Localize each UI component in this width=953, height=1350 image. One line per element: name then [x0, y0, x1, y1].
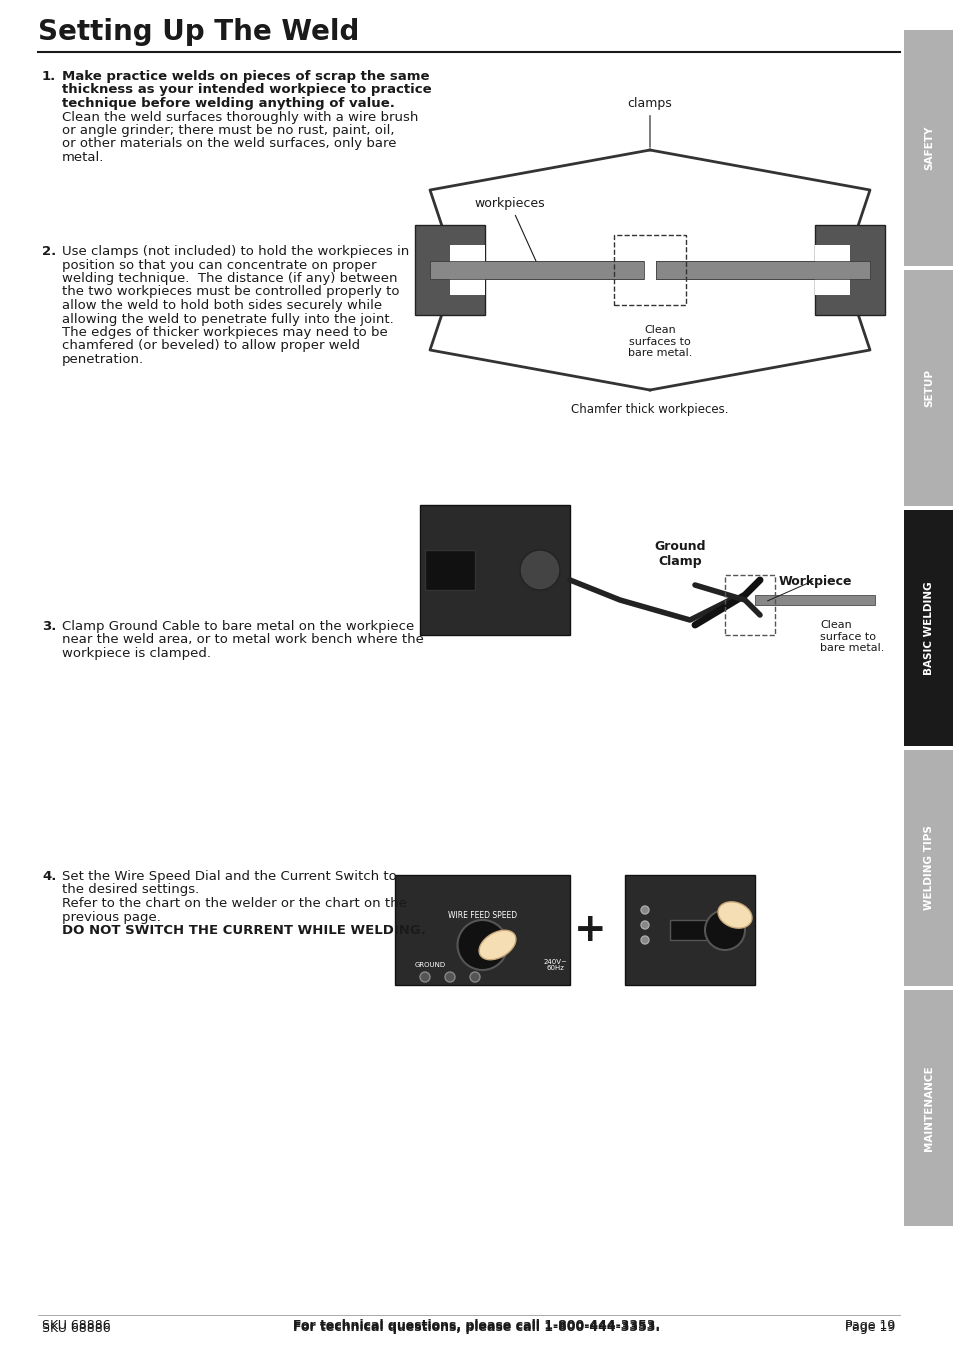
- Text: For technical questions, please call 1-800-444-3353.: For technical questions, please call 1-8…: [294, 1319, 659, 1332]
- Ellipse shape: [718, 902, 751, 929]
- Circle shape: [444, 972, 455, 981]
- Text: DO NOT SWITCH THE CURRENT WHILE WELDING.: DO NOT SWITCH THE CURRENT WHILE WELDING.: [62, 923, 425, 937]
- Circle shape: [704, 910, 744, 950]
- Text: MAINTENANCE: MAINTENANCE: [923, 1065, 933, 1150]
- Text: workpiece is clamped.: workpiece is clamped.: [62, 647, 211, 660]
- Circle shape: [470, 972, 479, 981]
- Text: SETUP: SETUP: [923, 369, 933, 406]
- Circle shape: [640, 936, 648, 944]
- Text: The edges of thicker workpieces may need to be: The edges of thicker workpieces may need…: [62, 325, 387, 339]
- Text: previous page.: previous page.: [62, 910, 161, 923]
- Text: Clamp Ground Cable to bare metal on the workpiece: Clamp Ground Cable to bare metal on the …: [62, 620, 414, 633]
- Text: SKU 68886: SKU 68886: [42, 1319, 111, 1332]
- Text: position so that you can concentrate on proper: position so that you can concentrate on …: [62, 258, 376, 271]
- Bar: [643, 259, 656, 281]
- Text: Clean
surface to
bare metal.: Clean surface to bare metal.: [820, 620, 883, 653]
- Text: BASIC WELDING: BASIC WELDING: [923, 582, 933, 675]
- Text: welding technique.  The distance (if any) between: welding technique. The distance (if any)…: [62, 271, 397, 285]
- Text: penetration.: penetration.: [62, 352, 144, 366]
- Bar: [624, 875, 754, 986]
- Text: the desired settings.: the desired settings.: [62, 883, 199, 896]
- Bar: [903, 990, 953, 1226]
- Bar: [430, 261, 869, 279]
- Text: or other materials on the weld surfaces, only bare: or other materials on the weld surfaces,…: [62, 138, 396, 150]
- Bar: [450, 244, 484, 296]
- Text: chamfered (or beveled) to allow proper weld: chamfered (or beveled) to allow proper w…: [62, 339, 359, 352]
- Circle shape: [457, 919, 507, 971]
- Text: workpieces: workpieces: [475, 197, 545, 267]
- Bar: [415, 225, 484, 315]
- Text: or angle grinder; there must be no rust, paint, oil,: or angle grinder; there must be no rust,…: [62, 124, 395, 136]
- Text: GROUND: GROUND: [415, 963, 446, 968]
- Text: 4.: 4.: [42, 869, 56, 883]
- Text: Page 19: Page 19: [843, 1319, 894, 1332]
- Bar: [419, 505, 569, 634]
- Bar: [903, 510, 953, 747]
- Text: For technical questions, please call 1-800-444-3353.: For technical questions, please call 1-8…: [294, 1322, 659, 1335]
- Text: 2.: 2.: [42, 244, 56, 258]
- Text: 1.: 1.: [42, 70, 56, 82]
- Text: metal.: metal.: [62, 151, 104, 163]
- Text: Chamfer thick workpieces.: Chamfer thick workpieces.: [571, 404, 728, 417]
- Bar: [903, 30, 953, 266]
- Ellipse shape: [478, 930, 516, 960]
- Text: Clean
surfaces to
bare metal.: Clean surfaces to bare metal.: [627, 325, 692, 358]
- Text: Ground
Clamp: Ground Clamp: [654, 540, 705, 568]
- Text: the two workpieces must be controlled properly to: the two workpieces must be controlled pr…: [62, 285, 399, 298]
- Text: Refer to the chart on the welder or the chart on the: Refer to the chart on the welder or the …: [62, 896, 406, 910]
- Bar: [395, 875, 569, 986]
- Text: WIRE FEED SPEED: WIRE FEED SPEED: [448, 910, 517, 919]
- Text: allowing the weld to penetrate fully into the joint.: allowing the weld to penetrate fully int…: [62, 312, 394, 325]
- Text: Page 19: Page 19: [843, 1322, 894, 1335]
- Text: Workpiece: Workpiece: [778, 575, 851, 589]
- Bar: [814, 225, 884, 315]
- Bar: [754, 595, 874, 605]
- Text: Setting Up The Weld: Setting Up The Weld: [38, 18, 359, 46]
- Circle shape: [519, 549, 559, 590]
- Bar: [903, 751, 953, 986]
- Text: 3.: 3.: [42, 620, 56, 633]
- Text: clamps: clamps: [627, 97, 672, 147]
- Circle shape: [419, 972, 430, 981]
- Text: Set the Wire Speed Dial and the Current Switch to: Set the Wire Speed Dial and the Current …: [62, 869, 396, 883]
- Text: +: +: [573, 911, 606, 949]
- Text: WELDING TIPS: WELDING TIPS: [923, 826, 933, 910]
- Text: Use clamps (not included) to hold the workpieces in: Use clamps (not included) to hold the wo…: [62, 244, 409, 258]
- Bar: [669, 919, 709, 940]
- Text: allow the weld to hold both sides securely while: allow the weld to hold both sides secure…: [62, 298, 382, 312]
- Text: SAFETY: SAFETY: [923, 126, 933, 170]
- Circle shape: [640, 921, 648, 929]
- Text: technique before welding anything of value.: technique before welding anything of val…: [62, 97, 395, 109]
- Bar: [424, 549, 475, 590]
- Text: 240V~
60Hz: 240V~ 60Hz: [542, 958, 566, 972]
- Text: near the weld area, or to metal work bench where the: near the weld area, or to metal work ben…: [62, 633, 423, 647]
- Bar: [903, 270, 953, 506]
- Bar: [614, 235, 685, 305]
- Text: Clean the weld surfaces thoroughly with a wire brush: Clean the weld surfaces thoroughly with …: [62, 111, 418, 123]
- Text: SKU 68886: SKU 68886: [42, 1322, 111, 1335]
- Circle shape: [640, 906, 648, 914]
- Bar: [430, 261, 643, 279]
- Bar: [656, 261, 869, 279]
- Text: Make practice welds on pieces of scrap the same: Make practice welds on pieces of scrap t…: [62, 70, 429, 82]
- Text: thickness as your intended workpiece to practice: thickness as your intended workpiece to …: [62, 84, 431, 96]
- Bar: [724, 575, 774, 634]
- Bar: [814, 244, 849, 296]
